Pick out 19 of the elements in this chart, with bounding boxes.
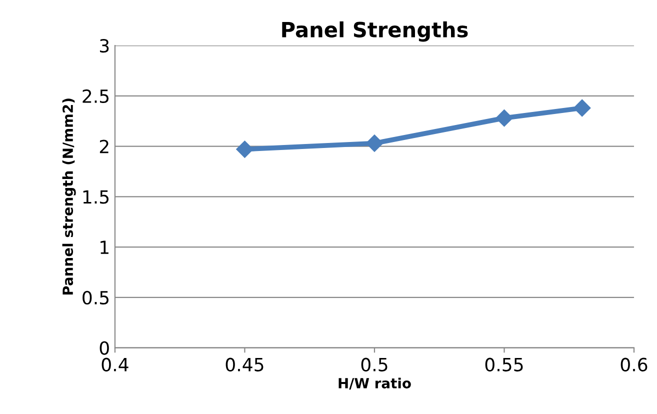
y-tick-label: 0.5 (82, 290, 109, 305)
y-tick-label: 3 (100, 39, 109, 53)
point (574, 99, 591, 117)
x-tick-label: 0.55 (485, 358, 523, 372)
y-tick-label: 0 (100, 341, 109, 355)
x-tick-label: 0.6 (620, 358, 648, 372)
y-tick-label: 2.5 (82, 89, 109, 104)
y-axis-title: Pannel strength (N/mm2) (62, 98, 76, 295)
point (366, 134, 384, 152)
chart-title: Panel Strengths (282, 21, 468, 42)
point (496, 110, 513, 127)
x-tick-label: 0.45 (226, 358, 264, 372)
y-tick-label: 2 (100, 140, 108, 154)
x-tick-label: 0.4 (102, 358, 128, 372)
y-tick-label: 1 (100, 240, 108, 254)
x-axis-title: H/W ratio (338, 378, 411, 390)
x-tick-label: 0.5 (361, 358, 388, 372)
y-tick-label: 1.5 (83, 190, 109, 204)
point (236, 140, 254, 158)
